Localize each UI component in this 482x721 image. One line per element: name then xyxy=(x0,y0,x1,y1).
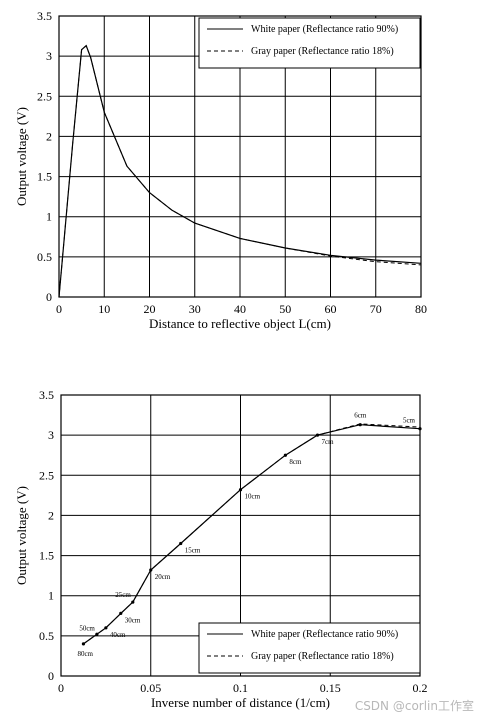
data-point-label: 30cm xyxy=(125,616,141,624)
x-tick-label: 0.1 xyxy=(233,681,248,695)
data-point-marker xyxy=(95,632,99,636)
x-tick-label: 10 xyxy=(98,302,110,316)
y-tick-label: 0 xyxy=(46,290,52,304)
x-tick-label: 0 xyxy=(58,681,64,695)
y-axis-label: Output voltage (V) xyxy=(14,486,29,585)
y-tick-label: 1.5 xyxy=(37,170,52,184)
legend-label: Gray paper (Reflectance ratio 18%) xyxy=(251,46,394,57)
y-tick-label: 2 xyxy=(48,508,54,522)
y-tick-label: 3.5 xyxy=(37,9,52,23)
x-tick-label: 30 xyxy=(189,302,201,316)
data-point-label: 8cm xyxy=(289,458,302,466)
data-point-marker xyxy=(104,626,108,630)
data-point-label: 25cm xyxy=(115,591,131,599)
plot-frame xyxy=(58,15,422,298)
data-point-marker xyxy=(418,427,422,431)
data-point-marker xyxy=(358,423,362,427)
y-tick-label: 0 xyxy=(48,669,54,683)
x-tick-label: 50 xyxy=(279,302,291,316)
distance-vs-voltage-chart: 0 10 20 30 40 50 60 70 80 0 0.5 1 1.5 2 2.5 3 3.5 Distanc… xyxy=(14,9,427,331)
data-point-label: 20cm xyxy=(155,573,171,581)
y-tick-label: 1.5 xyxy=(39,549,54,563)
y-tick-label: 1 xyxy=(46,210,52,224)
x-axis-label: Inverse number of distance (1/cm) xyxy=(151,695,330,710)
y-tick-label: 1 xyxy=(48,589,54,603)
data-point-label: 15cm xyxy=(185,547,201,555)
data-point-label: 10cm xyxy=(245,493,261,501)
data-point-label: 6cm xyxy=(354,412,367,420)
data-point-label: 5cm xyxy=(403,417,416,425)
y-tick-label: 0.5 xyxy=(39,629,54,643)
data-point-marker xyxy=(238,488,243,492)
x-tick-label: 70 xyxy=(370,302,382,316)
y-tick-label: 2 xyxy=(46,129,52,143)
legend-label: White paper (Reflectance ratio 90%) xyxy=(251,24,398,35)
legend-box xyxy=(198,622,421,674)
data-point-marker xyxy=(81,642,86,646)
watermark-text: CSDN @corlin工作室 xyxy=(355,698,474,713)
y-tick-label: 3 xyxy=(48,428,54,442)
data-point-marker xyxy=(315,433,320,437)
legend-label: White paper (Reflectance ratio 90%) xyxy=(251,629,398,640)
x-tick-label: 0.2 xyxy=(413,681,428,695)
data-point-label: 50cm xyxy=(79,624,95,632)
x-tick-label: 20 xyxy=(144,302,156,316)
series-line-gray-paper xyxy=(58,44,422,298)
x-tick-label: 0 xyxy=(56,302,62,316)
data-point-marker xyxy=(179,541,183,546)
data-point-marker xyxy=(119,611,123,615)
inverse-distance-vs-voltage-chart: 0 0.05 0.1 0.15 0.2 0 0.5 1 1.5 2 2.5 3 3.5 Inverse n… xyxy=(14,388,428,710)
x-tick-label: 80 xyxy=(415,302,427,316)
data-point-marker xyxy=(283,453,287,457)
y-tick-label: 2.5 xyxy=(39,468,54,482)
series-line-white-paper xyxy=(83,424,421,645)
x-tick-label: 0.05 xyxy=(140,681,161,695)
y-tick-label: 3 xyxy=(46,49,52,63)
y-tick-label: 2.5 xyxy=(37,89,52,103)
y-tick-label: 3.5 xyxy=(39,388,54,402)
y-axis-label: Output voltage (V) xyxy=(14,107,29,206)
data-point-label: 80cm xyxy=(77,650,93,658)
legend-label: Gray paper (Reflectance ratio 18%) xyxy=(251,651,394,662)
series-line-gray-paper xyxy=(83,423,421,645)
y-tick-label: 0.5 xyxy=(37,250,52,264)
data-point-label: 7cm xyxy=(322,438,335,446)
plot-frame xyxy=(60,394,421,677)
x-tick-label: 60 xyxy=(325,302,337,316)
x-axis-label: Distance to reflective object L(cm) xyxy=(149,316,331,331)
x-tick-label: 40 xyxy=(234,302,246,316)
data-point-label: 40cm xyxy=(110,631,126,639)
x-tick-label: 0.15 xyxy=(320,681,341,695)
data-point-marker xyxy=(149,568,153,572)
data-point-marker xyxy=(131,600,135,604)
legend-box xyxy=(198,17,421,69)
